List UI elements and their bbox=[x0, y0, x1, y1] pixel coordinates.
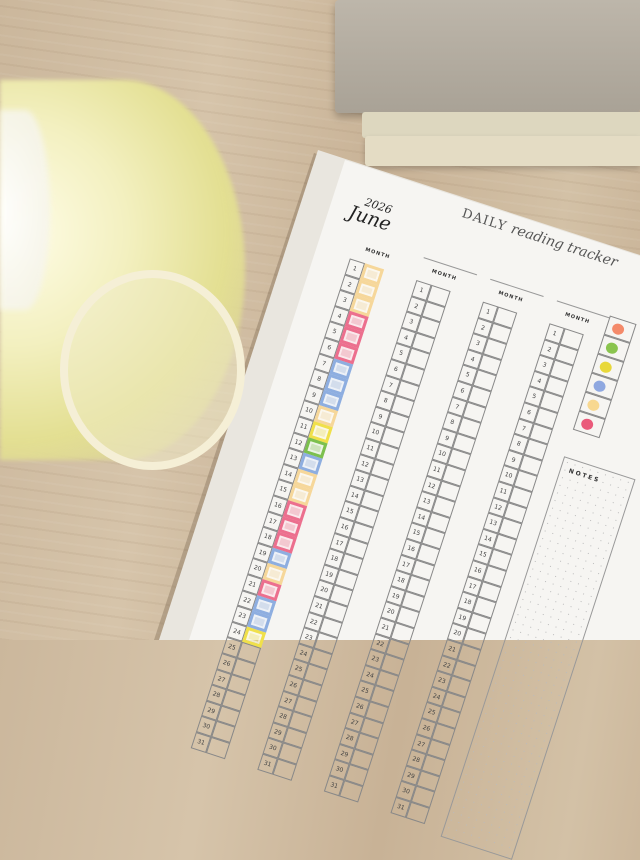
color-dot bbox=[579, 417, 595, 432]
color-dot bbox=[610, 322, 626, 337]
color-dot bbox=[585, 398, 601, 413]
color-dot bbox=[604, 341, 620, 356]
bottle-base bbox=[60, 270, 245, 470]
cream-book bbox=[362, 112, 640, 138]
cream-book bbox=[365, 136, 640, 166]
notes-label: NOTES bbox=[567, 467, 602, 485]
color-dot bbox=[598, 360, 614, 375]
bottle-highlight bbox=[0, 110, 50, 310]
grey-book bbox=[335, 0, 640, 113]
color-dot bbox=[592, 379, 607, 394]
